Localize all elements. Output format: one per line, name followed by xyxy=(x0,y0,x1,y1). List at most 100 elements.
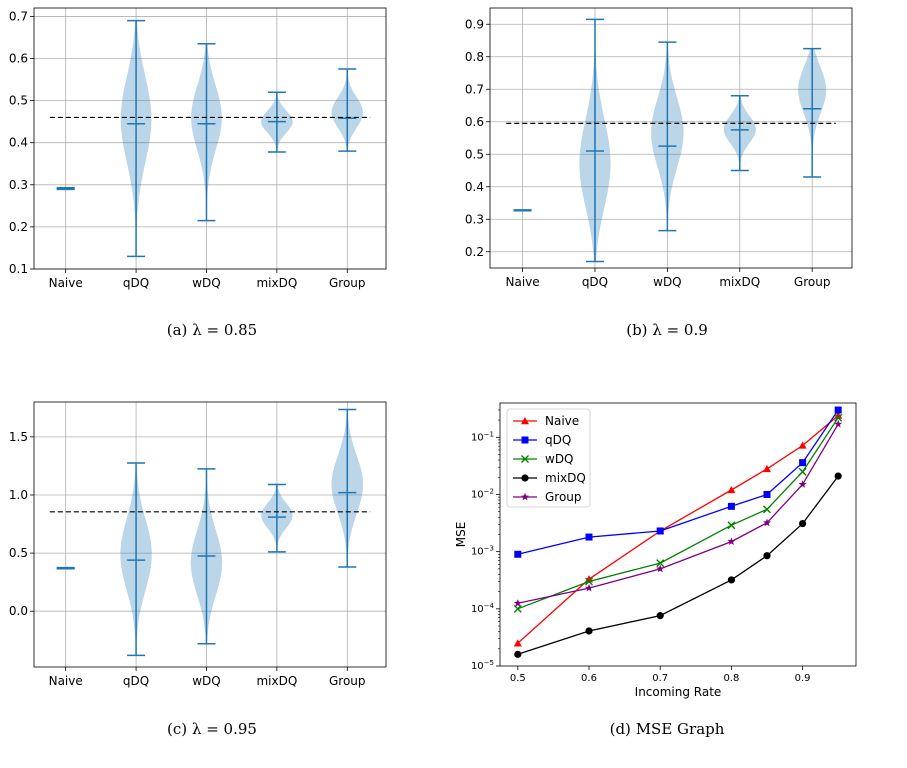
data-point-square xyxy=(834,406,842,414)
data-point-circle xyxy=(514,650,522,658)
plot-frame xyxy=(33,7,387,270)
y-tick-label: 0.5 xyxy=(9,546,28,560)
x-tick-label: Naive xyxy=(49,674,83,688)
y-tick-label: 10−1 xyxy=(471,430,494,443)
y-tick-exponent: −1 xyxy=(484,430,494,438)
x-tick-label: Group xyxy=(329,674,366,688)
data-point-x xyxy=(521,455,529,463)
x-tick-label: Naive xyxy=(506,275,540,289)
caption-b: (b) λ = 0.9 xyxy=(626,321,708,339)
data-point-star xyxy=(656,564,665,573)
y-tick-label: 10−2 xyxy=(471,487,494,500)
x-tick-label: qDQ xyxy=(123,276,149,290)
y-tick-label: 0.5 xyxy=(465,147,484,161)
data-point-square xyxy=(763,490,771,498)
data-point-triangle xyxy=(727,485,736,494)
x-tick-label: wDQ xyxy=(653,275,682,289)
data-point-triangle xyxy=(798,441,807,449)
series-wdq xyxy=(513,413,843,613)
x-tick-label: 0.8 xyxy=(723,673,739,684)
y-tick-label: 10−3 xyxy=(471,545,494,558)
plot-frame xyxy=(33,401,387,668)
legend-label: Naive xyxy=(545,414,579,428)
y-tick-exponent: −2 xyxy=(484,487,494,495)
data-point-star xyxy=(834,419,843,428)
x-tick-label: 0.7 xyxy=(652,673,668,684)
y-tick-label: 10−4 xyxy=(471,602,495,615)
data-point-circle xyxy=(727,576,736,584)
caption-a: (a) λ = 0.85 xyxy=(167,321,257,339)
data-point-x xyxy=(763,505,771,514)
x-tick-label: mixDQ xyxy=(256,674,297,688)
plot-frame xyxy=(489,7,853,269)
data-point-square xyxy=(727,502,735,510)
legend-label: wDQ xyxy=(545,452,574,466)
caption-d: (d) MSE Graph xyxy=(610,720,725,738)
data-point-circle xyxy=(799,519,807,528)
legend: Naive qDQ wDQ mixDQ Group xyxy=(506,408,591,508)
y-tick-label: 0.7 xyxy=(9,9,28,23)
data-point-x xyxy=(834,413,843,422)
x-tick-label: mixDQ xyxy=(256,276,297,290)
panel-d-mse-line-chart: 10−5 10−4 10−3 10−2 10−1 0.5 0.6 0.7 0.8 0.9 Naive… xyxy=(454,402,857,699)
data-point-circle xyxy=(585,627,593,635)
data-point-square xyxy=(521,436,529,444)
series-qdq xyxy=(514,406,842,558)
data-point-square xyxy=(585,533,593,541)
data-point-circle xyxy=(656,612,664,620)
y-tick-label: 0.1 xyxy=(9,262,28,276)
series-group xyxy=(513,419,843,607)
data-point-triangle xyxy=(834,411,843,419)
x-tick-label: wDQ xyxy=(192,276,221,290)
y-tick-label: 0.9 xyxy=(465,17,484,31)
y-tick-label: 1.0 xyxy=(9,488,28,502)
caption-c: (c) λ = 0.95 xyxy=(167,720,257,738)
y-tick-exponent: −3 xyxy=(484,545,494,553)
panel-b-violin-chart: Naive qDQ wDQ mixDQ Group 0.2 0.3 0.4 0.5 0.6 0.7 0… xyxy=(465,7,853,289)
x-tick-label: qDQ xyxy=(123,674,149,688)
legend-label: qDQ xyxy=(545,433,571,447)
legend-label: Group xyxy=(545,490,582,504)
data-point-star xyxy=(763,518,771,527)
y-tick-exponent: −4 xyxy=(484,602,495,610)
y-axis-label: MSE xyxy=(454,522,468,548)
y-tick-label: 0.3 xyxy=(9,178,28,192)
x-tick-label: mixDQ xyxy=(719,275,760,289)
data-point-circle xyxy=(521,474,529,482)
data-point-triangle xyxy=(513,639,522,647)
legend-label: mixDQ xyxy=(545,471,586,485)
y-tick-label: 0.0 xyxy=(9,604,28,618)
data-point-star xyxy=(727,537,736,545)
x-tick-label: Naive xyxy=(49,276,83,290)
data-point-star xyxy=(521,492,529,501)
x-axis-label: Incoming Rate xyxy=(635,685,722,699)
y-tick-label: 0.5 xyxy=(9,94,28,108)
data-point-square xyxy=(514,550,522,558)
y-tick-label: 1.5 xyxy=(9,430,28,444)
y-tick-label: 0.4 xyxy=(9,136,28,150)
series-mixdq xyxy=(514,472,842,658)
data-point-x xyxy=(513,604,522,613)
y-tick-label: 10−5 xyxy=(471,659,494,672)
data-point-star xyxy=(585,583,593,592)
data-point-x xyxy=(585,577,593,586)
data-point-square xyxy=(799,459,807,467)
data-point-circle xyxy=(834,472,842,480)
y-tick-label: 0.2 xyxy=(465,245,484,259)
data-point-star xyxy=(798,480,807,488)
y-tick-label: 0.6 xyxy=(465,115,484,129)
data-point-triangle xyxy=(763,464,771,473)
y-tick-exponent: −5 xyxy=(484,659,494,667)
x-tick-label: qDQ xyxy=(582,275,608,289)
data-point-star xyxy=(513,599,522,607)
legend-frame xyxy=(506,408,591,508)
panel-a-violin-chart: Naive qDQ wDQ mixDQ Group 0.1 0.2 0.3 0.4 0.5 0.6 0… xyxy=(9,7,387,290)
x-tick-label: 0.9 xyxy=(795,673,811,684)
y-tick-label: 0.3 xyxy=(465,212,484,226)
data-point-x xyxy=(798,467,807,476)
data-point-x xyxy=(727,521,736,530)
y-tick-label: 0.4 xyxy=(465,180,484,194)
y-tick-label: 0.8 xyxy=(465,50,484,64)
y-tick-label: 0.2 xyxy=(9,220,28,234)
